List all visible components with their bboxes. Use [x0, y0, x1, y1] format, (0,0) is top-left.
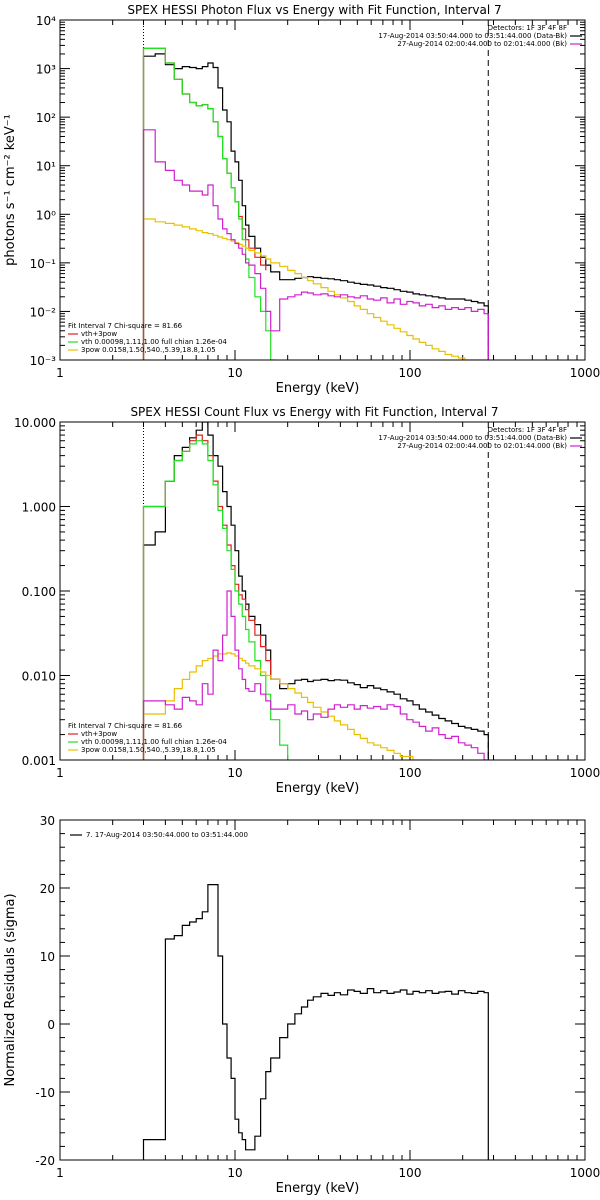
fit-legend-title: Fit Interval 7 Chi-square = 81.66	[68, 322, 183, 330]
x-axis-label: Energy (keV)	[276, 1181, 360, 1196]
detector-info-line: 27-Aug-2014 02:00:44.000 to 02:01:44.000…	[397, 40, 567, 48]
series-magenta-histogram	[142, 590, 489, 760]
x-tick-label: 1000	[570, 366, 600, 380]
y-tick-label: 10⁻³	[30, 354, 57, 368]
series-yellow-histogram	[142, 218, 489, 360]
x-tick-label: 1	[56, 766, 64, 780]
series-yellow-histogram	[142, 652, 433, 760]
detector-info-line: 27-Aug-2014 02:00:44.000 to 02:01:44.000…	[397, 442, 567, 450]
fit-legend-entry: vth+3pow	[81, 730, 117, 738]
fit-legend-entry: 3pow 0.0158,1.50,540.,5.39,18.8,1.05	[81, 346, 216, 354]
y-tick-label: 10¹	[36, 160, 56, 174]
residual-legend-entry: 7. 17-Aug-2014 03:50:44.000 to 03:51:44.…	[86, 831, 248, 839]
y-tick-label: 20	[40, 882, 55, 896]
y-tick-label: 0.100	[22, 585, 56, 599]
chart-title: SPEX HESSI Photon Flux vs Energy with Fi…	[127, 3, 501, 17]
y-tick-label: 0.010	[22, 670, 56, 684]
y-axis-label: Normalized Residuals (sigma)	[3, 893, 18, 1086]
series-black-histogram	[142, 53, 489, 360]
plot-frame	[59, 421, 586, 761]
y-tick-label: 10.000	[14, 416, 56, 430]
fit-legend-title: Fit Interval 7 Chi-square = 81.66	[68, 722, 183, 730]
detector-info-line: Detectors: 1F 3F 4F 8F	[488, 426, 567, 434]
fit-legend-entry: 3pow 0.0158,1.50,540.,5.39,18.8,1.05	[81, 746, 216, 754]
photon-chart: 1 10 100 1000 10⁻³ 10⁻² 10⁻¹ 10⁰ 10¹ 10² 10³ 10⁴ SPE…	[3, 3, 600, 396]
y-axis-label: photons s⁻¹ cm⁻² keV⁻¹	[3, 114, 18, 266]
x-tick-label: 100	[399, 1166, 422, 1180]
x-tick-label: 10	[227, 1166, 242, 1180]
plot-frame	[59, 819, 586, 1161]
y-tick-label: -20	[35, 1154, 55, 1168]
x-tick-label: 1000	[570, 766, 600, 780]
x-tick-label: 10	[227, 766, 242, 780]
series-green-histogram	[142, 440, 289, 760]
detector-info-line: 17-Aug-2014 03:50:44.000 to 03:51:44.000…	[378, 434, 567, 442]
y-tick-label: -10	[35, 1086, 55, 1100]
fit-legend-entry: vth 0.00098,1.11,1.00 full chian 1.26e-0…	[81, 738, 227, 746]
y-tick-label: 10⁰	[36, 208, 56, 222]
series-green-histogram	[142, 47, 276, 360]
y-tick-label: 0.001	[22, 754, 56, 768]
x-axis-label: Energy (keV)	[276, 381, 360, 396]
y-tick-label: 10³	[36, 63, 56, 77]
fit-legend-entry: vth+3pow	[81, 330, 117, 338]
y-tick-label: 10²	[36, 111, 56, 125]
y-tick-label: 10⁻¹	[30, 257, 57, 271]
x-tick-label: 100	[399, 366, 422, 380]
x-axis-label: Energy (keV)	[276, 781, 360, 796]
y-tick-label: 30	[40, 814, 55, 828]
x-tick-label: 1000	[570, 1166, 600, 1180]
plot-frame	[59, 19, 586, 361]
series-red-histogram	[142, 47, 267, 360]
y-tick-label: 1.000	[22, 501, 56, 515]
series-black-histogram	[142, 422, 489, 760]
x-tick-label: 1	[56, 1166, 64, 1180]
residual-chart: 1 10 100 1000 -20 -10 0 10 20 30 Energy (keV) Norma…	[3, 814, 600, 1196]
x-tick-label: 10	[227, 366, 242, 380]
detector-info-line: 17-Aug-2014 03:50:44.000 to 03:51:44.000…	[378, 32, 567, 40]
x-tick-label: 100	[399, 766, 422, 780]
y-tick-label: 10⁻²	[30, 305, 57, 319]
y-tick-label: 10	[40, 950, 55, 964]
detector-info-line: Detectors: 1F 3F 4F 8F	[488, 24, 567, 32]
x-tick-label: 1	[56, 366, 64, 380]
fit-legend-entry: vth 0.00098,1.11,1.00 full chian 1.26e-0…	[81, 338, 227, 346]
y-tick-label: 10⁴	[36, 14, 56, 28]
chart-title: SPEX HESSI Count Flux vs Energy with Fit…	[130, 405, 498, 419]
count-chart: 1 10 100 1000 0.001 0.010 0.100 1.000 10.000 SPEX…	[14, 405, 600, 796]
series-magenta-histogram	[142, 129, 489, 360]
series-black-histogram	[142, 884, 489, 1160]
y-tick-label: 0	[47, 1018, 55, 1032]
